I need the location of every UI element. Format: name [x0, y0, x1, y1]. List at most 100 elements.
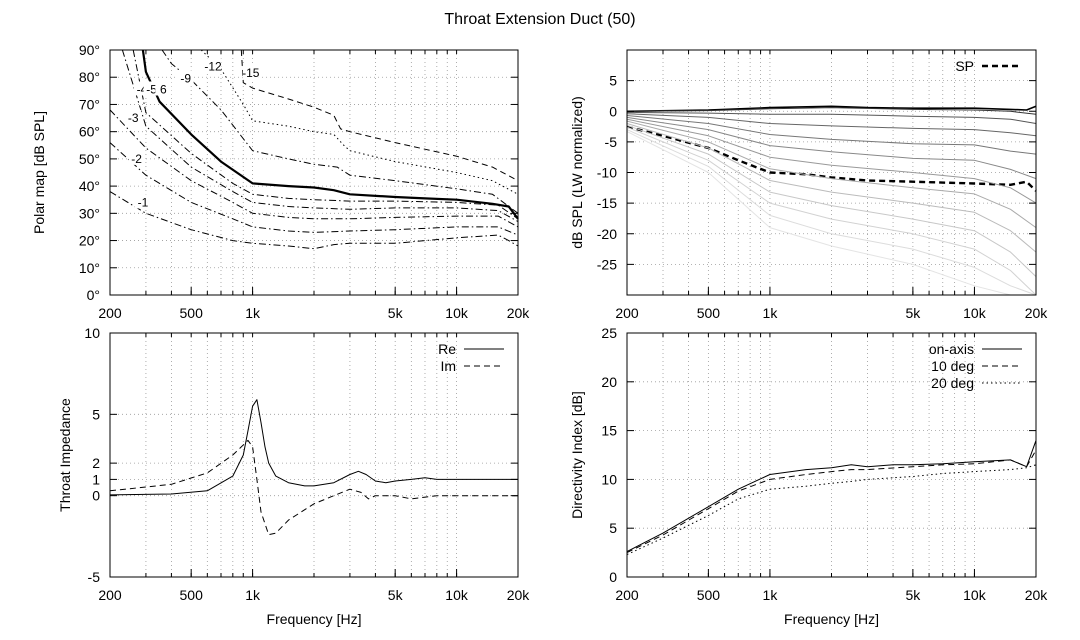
y-axis-label: dB SPL (LW normalized) — [569, 96, 585, 249]
series-line-on-axis — [626, 440, 1037, 553]
series-line-Im — [109, 439, 518, 536]
contour-label: 6 — [160, 82, 167, 96]
grid — [627, 50, 1036, 295]
series-line--12 — [200, 49, 519, 195]
y-tick-label: -10 — [597, 165, 617, 181]
x-tick-label: 20k — [507, 305, 531, 321]
x-tick-label: 200 — [615, 587, 639, 603]
series-line-110-deg — [626, 129, 1037, 296]
y-tick-label: -15 — [597, 195, 617, 211]
x-tick-label: 10k — [445, 305, 469, 321]
x-tick-label: 5k — [905, 587, 921, 603]
x-axis-label: Frequency [Hz] — [784, 611, 879, 627]
y-tick-label: -5 — [605, 134, 618, 150]
legend-label: Im — [440, 358, 456, 374]
y-tick-label: 15 — [601, 423, 617, 439]
series-line-30-deg — [626, 113, 1037, 137]
contour-label: -2 — [131, 152, 142, 166]
legend-label: SP — [955, 58, 974, 74]
impedance-chart: 200 500 1k 5k 10k 20k -5 012 5 10 Throat Impedance… — [57, 325, 530, 627]
y-tick-label: 0 — [609, 103, 617, 119]
y-tick-label: 5 — [609, 520, 617, 536]
x-tick-label: 5k — [388, 587, 404, 603]
series-line-10-deg — [626, 449, 1037, 554]
y-tick-label: 0° — [87, 287, 100, 303]
series-line--2 — [109, 142, 519, 236]
contour-label: -1 — [138, 195, 149, 209]
grid — [627, 332, 1036, 578]
x-tick-label: 500 — [180, 587, 204, 603]
directivity-index-chart: 200 500 1k 5k 10k 20k 0 5 10 15 20 25 Directivity In… — [569, 325, 1048, 627]
legend: SP — [955, 58, 1022, 74]
contour-label: -4 — [137, 82, 148, 96]
spl-chart: 200 500 1k 5k 10k 20k -25 -20 -15 -10 -5 0 5 dB SPL (… — [569, 49, 1048, 321]
y-axis-label: Directivity Index [dB] — [569, 391, 585, 519]
y-tick-label: 70° — [79, 96, 100, 112]
series-group — [109, 49, 519, 250]
legend-label: on-axis — [929, 341, 974, 357]
x-tick-label: 200 — [98, 305, 122, 321]
polar-map-chart: -1 -2 -3 -4-5 6 -9 -12 -15 200 500 1k 5k 10k 20k 0° 10°… — [31, 42, 530, 321]
y-tick-label: 20 — [601, 374, 617, 390]
y-tick-label: -25 — [597, 256, 617, 272]
y-tick-label: 60° — [79, 124, 100, 140]
series-line--5 — [132, 49, 519, 220]
series-line-60-deg — [626, 118, 1037, 204]
ticks: 200 500 1k 5k 10k 20k 0 5 10 15 20 25 — [601, 325, 1048, 603]
x-tick-label: 500 — [697, 305, 721, 321]
contour-label: -3 — [128, 111, 139, 125]
contour-label: -12 — [204, 59, 222, 73]
x-tick-label: 20k — [507, 587, 531, 603]
y-axis-label: Throat Impedance — [57, 398, 73, 512]
x-tick-label: 10k — [963, 587, 987, 603]
series-group — [626, 105, 1037, 296]
series-line--15 — [240, 49, 519, 182]
series-line--9 — [161, 49, 519, 214]
x-tick-label: 5k — [388, 305, 404, 321]
y-tick-label: 90° — [79, 42, 100, 58]
series-line-100-deg — [626, 126, 1037, 296]
contour-label-bg — [155, 81, 172, 96]
contour-label-bg — [128, 150, 145, 165]
x-tick-label: 200 — [615, 305, 639, 321]
y-tick-label: 5 — [92, 406, 100, 422]
series-group — [109, 399, 518, 536]
x-tick-label: 5k — [905, 305, 921, 321]
y-tick-label: 25 — [601, 325, 617, 341]
series-line-40-deg — [626, 115, 1037, 155]
y-axis-label: Polar map [dB SPL] — [31, 111, 47, 234]
contour-label: -9 — [180, 72, 191, 86]
series-line--1 — [109, 191, 519, 250]
contour-label: -15 — [242, 66, 260, 80]
contour-label-bg — [125, 110, 142, 125]
y-tick-label: 10° — [79, 260, 100, 276]
contour-label: -5 — [146, 82, 157, 96]
series-line-Re — [109, 399, 518, 496]
grid — [110, 49, 518, 296]
y-tick-label: 0 — [609, 569, 617, 585]
series-line-20-deg — [626, 464, 1037, 556]
ticks: 200 500 1k 5k 10k 20k -5 012 5 10 — [84, 325, 530, 603]
ticks: 200 500 1k 5k 10k 20k -25 -20 -15 -10 -5 0 5 — [597, 50, 1048, 321]
y-tick-label: 80° — [79, 69, 100, 85]
y-tick-label: -20 — [597, 226, 617, 242]
series-line-6 — [141, 49, 519, 220]
y-tick-label: 10 — [84, 325, 100, 341]
legend-label: Re — [438, 341, 456, 357]
y-tick-label: -5 — [88, 569, 101, 585]
y-tick-label: 1 — [92, 471, 100, 487]
series-group — [626, 440, 1037, 556]
series-line-10-deg — [626, 107, 1037, 115]
legend-label: 10 deg — [931, 358, 974, 374]
x-tick-label: 1k — [245, 587, 261, 603]
contour-label-bg — [205, 58, 222, 73]
grid — [110, 332, 518, 578]
x-tick-label: 1k — [763, 587, 779, 603]
figure-title: Throat Extension Duct (50) — [444, 11, 635, 28]
ticks: 200 500 1k 5k 10k 20k 0° 10° 20° 30° 40° 50° 60° 70° 8… — [79, 42, 530, 321]
series-line-80-deg — [626, 123, 1037, 253]
x-tick-label: 1k — [763, 305, 779, 321]
